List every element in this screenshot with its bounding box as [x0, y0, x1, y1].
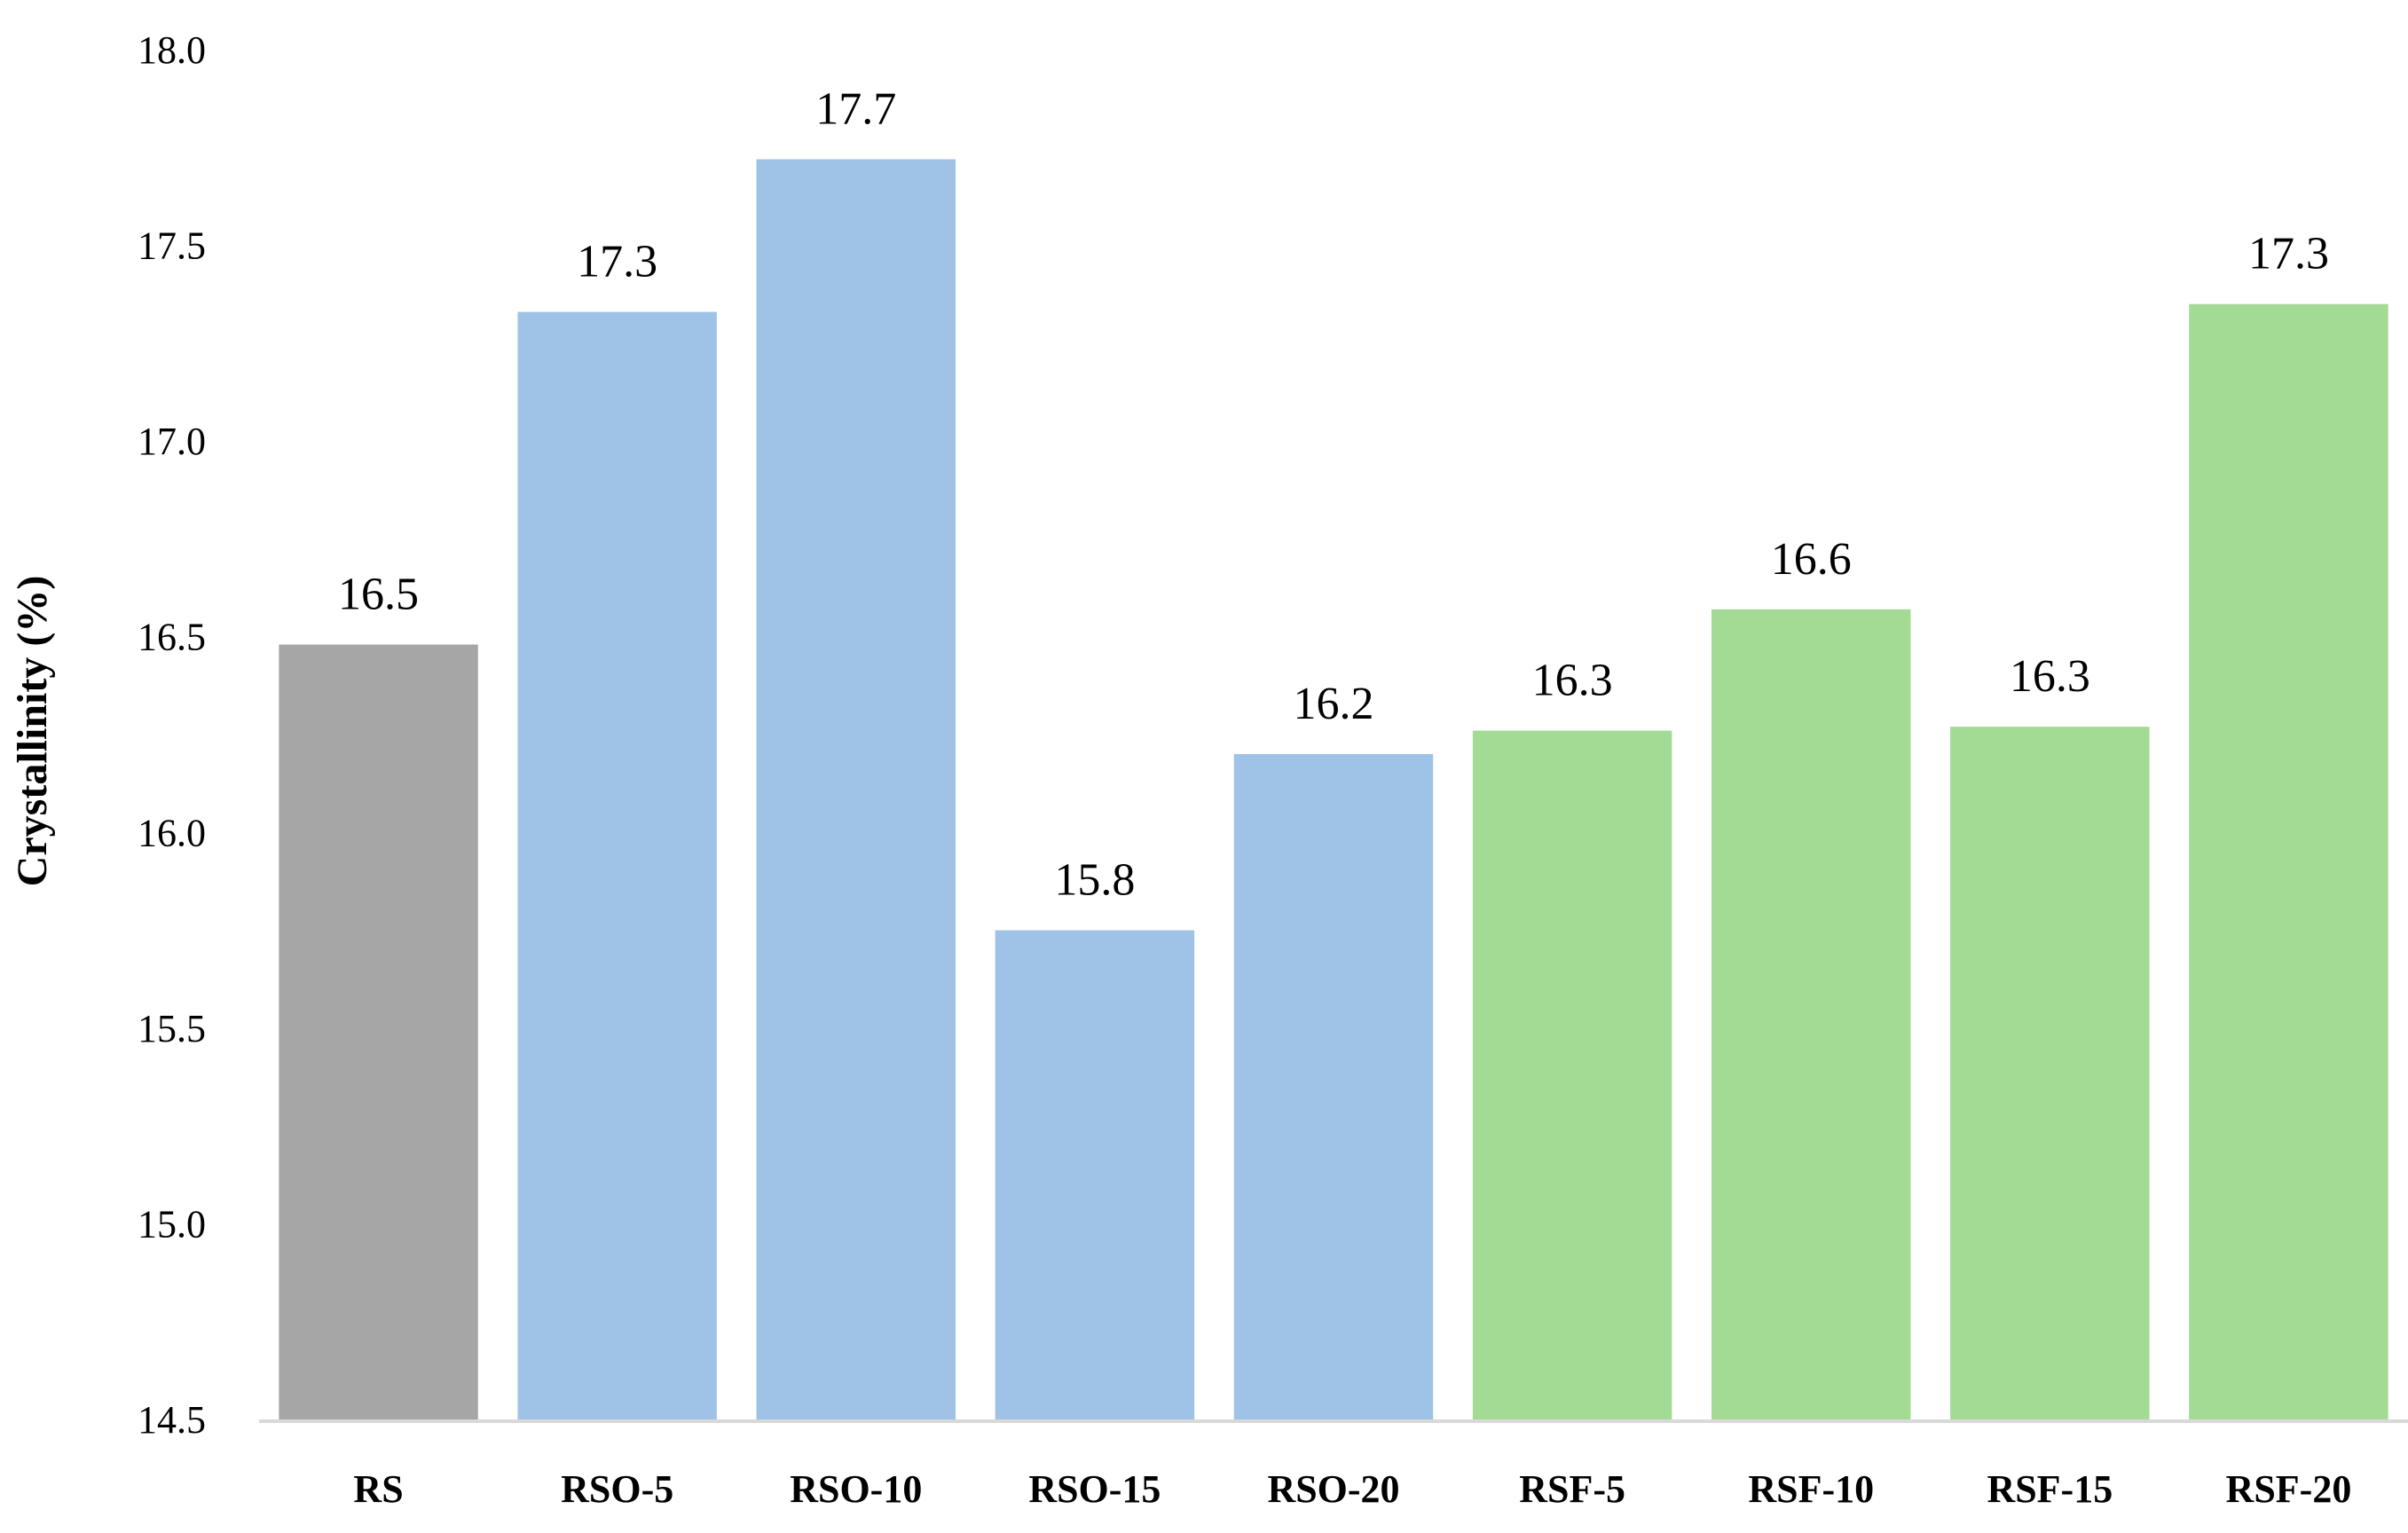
bar-rsf-15 — [1950, 727, 2150, 1419]
data-label: 16.2 — [1294, 679, 1374, 729]
x-category-label: RSO-15 — [1028, 1467, 1161, 1511]
y-tick-label: 17.0 — [138, 420, 206, 463]
x-category-label: RSO-5 — [561, 1467, 673, 1511]
data-label: 16.5 — [338, 570, 419, 620]
data-labels-group: 16.5 17.3 17.7 15.8 16.2 16.3 16.6 16.3 17.3 — [338, 84, 2329, 906]
x-category-label: RSF-10 — [1748, 1467, 1874, 1511]
x-category-label: RSF-5 — [1519, 1467, 1625, 1511]
bars-group — [279, 159, 2388, 1420]
bar-rso-5 — [517, 311, 717, 1420]
bar-rso-20 — [1233, 754, 1434, 1419]
y-tick-label: 17.5 — [138, 224, 206, 268]
y-tick-label: 16.5 — [138, 616, 206, 659]
category-labels-group: RS RSO-5 RSO-10 RSO-15 RSO-20 RSF-5 RSF-10 RSF-… — [353, 1467, 2351, 1511]
x-category-label: RS — [353, 1467, 403, 1511]
bar-rsf-5 — [1472, 730, 1672, 1419]
data-label: 16.3 — [1532, 656, 1613, 706]
data-label: 16.6 — [1771, 534, 1852, 585]
data-label: 17.3 — [2248, 229, 2329, 279]
x-category-label: RSO-10 — [790, 1467, 922, 1511]
x-category-label: RSF-20 — [2226, 1467, 2352, 1511]
y-tick-label: 16.0 — [138, 811, 206, 854]
data-label: 17.3 — [577, 237, 657, 287]
bar-rsf-20 — [2189, 303, 2388, 1419]
y-axis-ticks: 14.5 15.0 15.5 16.0 16.5 17.0 17.5 18.0 — [138, 28, 206, 1442]
data-label: 15.8 — [1054, 855, 1135, 906]
x-category-label: RSO-20 — [1267, 1467, 1399, 1511]
data-label: 17.7 — [815, 84, 896, 135]
y-axis-title: Crystallinity (%) — [9, 576, 56, 887]
y-tick-label: 15.0 — [138, 1202, 206, 1246]
y-tick-label: 18.0 — [138, 28, 206, 72]
bar-rs — [279, 644, 478, 1419]
data-label: 16.3 — [2010, 651, 2090, 702]
y-tick-label: 14.5 — [138, 1398, 206, 1442]
bar-rsf-10 — [1712, 609, 1911, 1419]
x-category-label: RSF-15 — [1987, 1467, 2113, 1511]
y-tick-label: 15.5 — [138, 1007, 206, 1050]
bar-rso-10 — [756, 159, 956, 1419]
bar-rso-15 — [995, 930, 1195, 1419]
